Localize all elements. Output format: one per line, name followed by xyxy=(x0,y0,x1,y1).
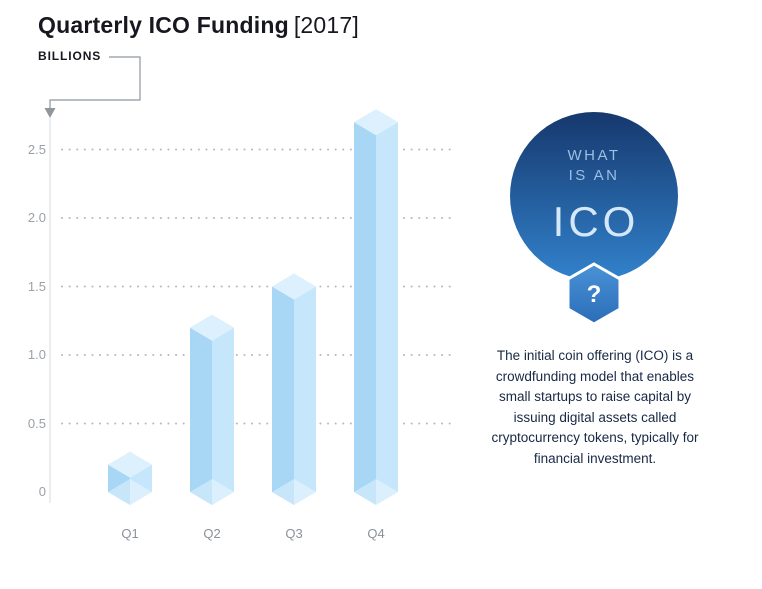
bar-q3-top-face xyxy=(272,273,316,300)
bar-q3-right-face xyxy=(294,286,316,505)
question-mark-icon: ? xyxy=(587,281,602,308)
ico-badge: WHAT IS AN ICO ? xyxy=(510,112,678,326)
bar-q2-right-face xyxy=(212,327,234,505)
axis-arrow-down-icon xyxy=(44,108,56,118)
page-title: Quarterly ICO Funding [2017] xyxy=(38,12,359,39)
x-tick-label: Q4 xyxy=(367,526,385,541)
badge-line2: IS AN xyxy=(569,167,620,184)
bar-q1-bottom-face xyxy=(108,479,152,505)
bar-q2-top-face xyxy=(190,314,234,341)
bar-q1-top-face xyxy=(108,451,152,478)
y-tick-label: 0.5 xyxy=(27,415,46,431)
question-hexagon xyxy=(566,262,622,326)
bar-q2-left-face xyxy=(190,327,212,505)
y-tick-label: 0 xyxy=(38,484,46,499)
y-tick-label: 1.0 xyxy=(27,347,46,362)
bar-q4-bottom-face xyxy=(354,479,398,505)
bar-q4-left-face xyxy=(354,122,376,505)
bar-q4-top-face xyxy=(354,109,398,136)
y-tick-label: 1.5 xyxy=(27,278,46,294)
title-year: [2017] xyxy=(293,12,359,38)
y-axis-unit-label: BILLIONS xyxy=(38,49,102,63)
badge-line1: WHAT xyxy=(567,147,620,164)
badge-ico-word: ICO xyxy=(553,198,640,245)
x-tick-label: Q2 xyxy=(203,526,221,541)
y-tick-label: 2.0 xyxy=(27,210,46,225)
y-tick-label: 2.5 xyxy=(27,141,46,157)
x-tick-label: Q1 xyxy=(121,526,139,541)
x-tick-label: Q3 xyxy=(285,526,303,541)
bar-q3-bottom-face xyxy=(272,479,316,505)
title-main: Quarterly ICO Funding xyxy=(38,12,289,38)
bar-q1-right-face xyxy=(130,464,152,505)
billions-connector-line xyxy=(49,56,141,108)
plot-area xyxy=(61,109,457,505)
badge-circle xyxy=(510,112,678,280)
bar-q4-right-face xyxy=(376,122,398,505)
bar-q2-bottom-face xyxy=(190,479,234,505)
bar-q1-left-face xyxy=(108,464,130,505)
bar-q3-left-face xyxy=(272,286,294,505)
ico-description: The initial coin offering (ICO) is a cro… xyxy=(491,348,699,466)
